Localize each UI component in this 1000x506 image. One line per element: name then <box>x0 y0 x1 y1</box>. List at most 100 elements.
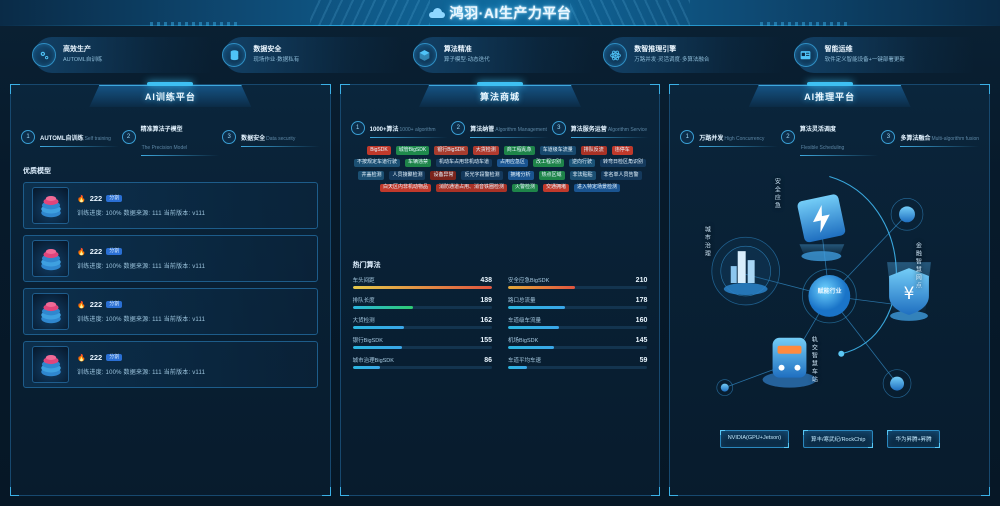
bar-fill <box>508 306 565 309</box>
algorithm-tag[interactable]: 设备异常 <box>430 171 457 180</box>
model-meta: 训练进度: 100% 数据来源: 111 当前版本: v111 <box>77 211 206 217</box>
algorithm-tag[interactable]: 火警检测 <box>512 183 539 192</box>
step-number: 3 <box>881 130 896 144</box>
chip-huawei-ascend[interactable]: 华为昇腾+昇腾 <box>887 430 940 448</box>
step-label-cn: 万路并发 <box>699 136 724 142</box>
model-card[interactable]: 🔥 222 分割 训练进度: 100% 数据来源: 111 当前版本: v111 <box>23 288 318 335</box>
algorithm-tag[interactable]: 车道级车流量 <box>539 146 576 155</box>
panel-algorithm-market: 算法商城 1 1000+算法1000+ algorithm 2 算法纳管Algo… <box>339 82 661 496</box>
step-number: 3 <box>222 130 237 144</box>
algorithm-tag[interactable]: 进入特定场景检测 <box>574 183 621 192</box>
feature-card-background <box>34 37 212 73</box>
algorithm-tag[interactable]: 违停车 <box>611 146 633 155</box>
monitor-icon <box>793 43 818 67</box>
algorithm-tag[interactable]: 机动车占用非机动车道 <box>435 158 492 167</box>
step-label-en: Algorithm Service <box>607 127 647 133</box>
model-badge: 分割 <box>106 301 123 308</box>
algorithm-tag[interactable]: 拥堵分析 <box>507 171 534 180</box>
feature-card-efficient-production[interactable]: 高效生产 AUTOML自训练 <box>24 37 214 73</box>
bar-value: 59 <box>639 357 648 364</box>
step-flexible-scheduling[interactable]: 2 算法灵活调度 Flexible Scheduling <box>780 118 879 156</box>
bar-row: 银行BigSDK 155 <box>352 336 493 349</box>
diagram-label-rail: 轨交智慧车站 <box>810 336 817 384</box>
feature-card-algorithm-precision[interactable]: 算法精准 算子模型·动态迭代 <box>405 37 595 73</box>
model-badge: 分割 <box>106 248 123 255</box>
diagram-label-finance: 金融智慧网点 <box>914 242 921 290</box>
step-label-en: Algorithm Management <box>495 127 547 133</box>
algorithm-tag[interactable]: 转弯日检区角识别 <box>600 158 647 167</box>
algorithm-tag[interactable]: 商工程乱象 <box>503 146 535 155</box>
market-steps: 1 1000+算法1000+ algorithm 2 算法纳管Algorithm… <box>341 107 660 138</box>
section-title-hot-algorithms: 热门算法 <box>352 262 381 269</box>
algorithm-tag[interactable]: 反光字段警检测 <box>461 171 503 180</box>
page-title: 鸿羽·AI生产力平台 <box>449 5 572 21</box>
step-data-security[interactable]: 3 数据安全Data security <box>222 118 320 156</box>
model-card[interactable]: 🔥 222 分割 训练进度: 100% 数据来源: 111 当前版本: v111 <box>23 182 318 229</box>
algorithm-tag[interactable]: 非名单人员告警 <box>600 171 642 180</box>
model-thumbnail-icon <box>32 346 69 383</box>
feature-card-smart-ops[interactable]: 智能运维 软件定义智能设备+一键部署更新 <box>786 37 976 73</box>
algorithm-tag[interactable]: 大货检测 <box>472 146 499 155</box>
step-precision-model[interactable]: 2 精准算法子模型 The Precision Model <box>121 118 220 156</box>
feature-card-inference-engine[interactable]: 数智推理引擎 万路并发·灵活调度·多算法融合 <box>595 37 785 73</box>
step-number: 1 <box>21 130 35 144</box>
step-label-cn: 多算法融合 <box>900 136 931 142</box>
bar-label: 安全应急BigSDK <box>508 278 550 284</box>
step-label-en: 1000+ algorithm <box>399 127 436 133</box>
chip-nvidia[interactable]: NVIDIA(GPU+Jetson) <box>719 430 790 448</box>
algorithm-tag[interactable]: 逆向行驶 <box>569 158 596 167</box>
feature-card-background <box>224 37 403 73</box>
algorithm-tag[interactable]: 占用应急区 <box>497 158 529 167</box>
bar-row: 车头间距 438 <box>352 276 493 289</box>
algorithm-tag[interactable]: 热点区域 <box>538 171 565 180</box>
step-number: 2 <box>121 130 136 144</box>
step-label-cn: 数据安全 <box>241 136 266 142</box>
algorithm-tag[interactable]: 交通拥堵 <box>543 183 570 192</box>
feature-title: 智能运维 <box>824 46 853 54</box>
algorithm-tag[interactable]: 改工程识别 <box>533 158 565 167</box>
algorithm-tag[interactable]: 人员接聚检测 <box>389 171 426 180</box>
feature-title: 算法精准 <box>443 46 472 54</box>
bar-track <box>508 366 648 369</box>
algorithm-tag[interactable]: 消防通道占用、消音铁圈检测 <box>435 183 507 192</box>
model-card[interactable]: 🔥 222 分割 训练进度: 100% 数据来源: 111 当前版本: v111 <box>23 341 318 388</box>
bar-label: 车头间距 <box>352 278 375 284</box>
step-automl[interactable]: 1 AUTOML自训练Self training <box>21 118 119 156</box>
step-algorithm-service[interactable]: 3 算法服务运营Algorithm Service <box>551 118 650 138</box>
model-name: 222 <box>89 247 103 256</box>
hardware-chip-list: NVIDIA(GPU+Jetson) 算丰/寒武纪/RockChip 华为昇腾+… <box>670 424 989 448</box>
algorithm-tag[interactable]: 井盖检测 <box>358 171 385 180</box>
step-multi-algorithm-fusion[interactable]: 3 多算法融合Multi-algorithm fusion <box>881 118 979 156</box>
svg-text:¥: ¥ <box>904 283 915 303</box>
step-1000-algorithms[interactable]: 1 1000+算法1000+ algorithm <box>350 118 449 138</box>
cloud-icon <box>428 8 445 18</box>
step-high-concurrency[interactable]: 1 万路并发High Concurrency <box>680 118 778 156</box>
titlebar-teeth-right <box>760 22 850 26</box>
step-label-cn: 精准算法子模型 <box>140 127 183 133</box>
bar-fill <box>508 286 575 289</box>
step-algorithm-management[interactable]: 2 算法纳管Algorithm Management <box>451 118 549 138</box>
algorithm-tag[interactable]: 非法贴贴 <box>569 171 596 180</box>
section-title-quality-models: 优质模型 <box>23 168 51 175</box>
algorithm-tag[interactable]: 银行BigSDK <box>434 146 468 155</box>
training-steps: 1 AUTOML自训练Self training 2 精准算法子模型 The Pr… <box>11 107 330 156</box>
bar-row: 机场BigSDK 145 <box>508 336 648 349</box>
algorithm-tag[interactable]: 车辆违禁 <box>404 158 431 167</box>
algorithm-tag[interactable]: 城管BigSDK <box>395 146 430 155</box>
algorithm-tag[interactable]: 排队反流 <box>580 146 607 155</box>
algorithm-tag[interactable]: 白天区内非机动物品 <box>379 183 431 192</box>
titlebar-teeth-left <box>150 22 240 26</box>
step-label-cn: AUTOML自训练 <box>40 136 84 142</box>
chip-sophon-cambricon-rockchip[interactable]: 算丰/寒武纪/RockChip <box>803 430 874 448</box>
feature-subtitle: AUTOML自训练 <box>63 56 103 63</box>
feature-card-data-security[interactable]: 数据安全 现场作业·数据私有 <box>214 37 404 73</box>
bar-value: 162 <box>480 317 493 324</box>
panel-header: AI训练平台 <box>11 82 330 107</box>
algorithm-tag[interactable]: BigSDK <box>367 146 391 155</box>
bar-label: 银行BigSDK <box>352 338 383 344</box>
bar-label: 车道级车流量 <box>508 318 542 324</box>
bar-value: 438 <box>480 277 493 284</box>
algorithm-tag[interactable]: 不按规定车道行驶 <box>353 158 400 167</box>
model-card[interactable]: 🔥 222 分割 训练进度: 100% 数据来源: 111 当前版本: v111 <box>23 235 318 282</box>
bar-fill <box>352 306 413 309</box>
